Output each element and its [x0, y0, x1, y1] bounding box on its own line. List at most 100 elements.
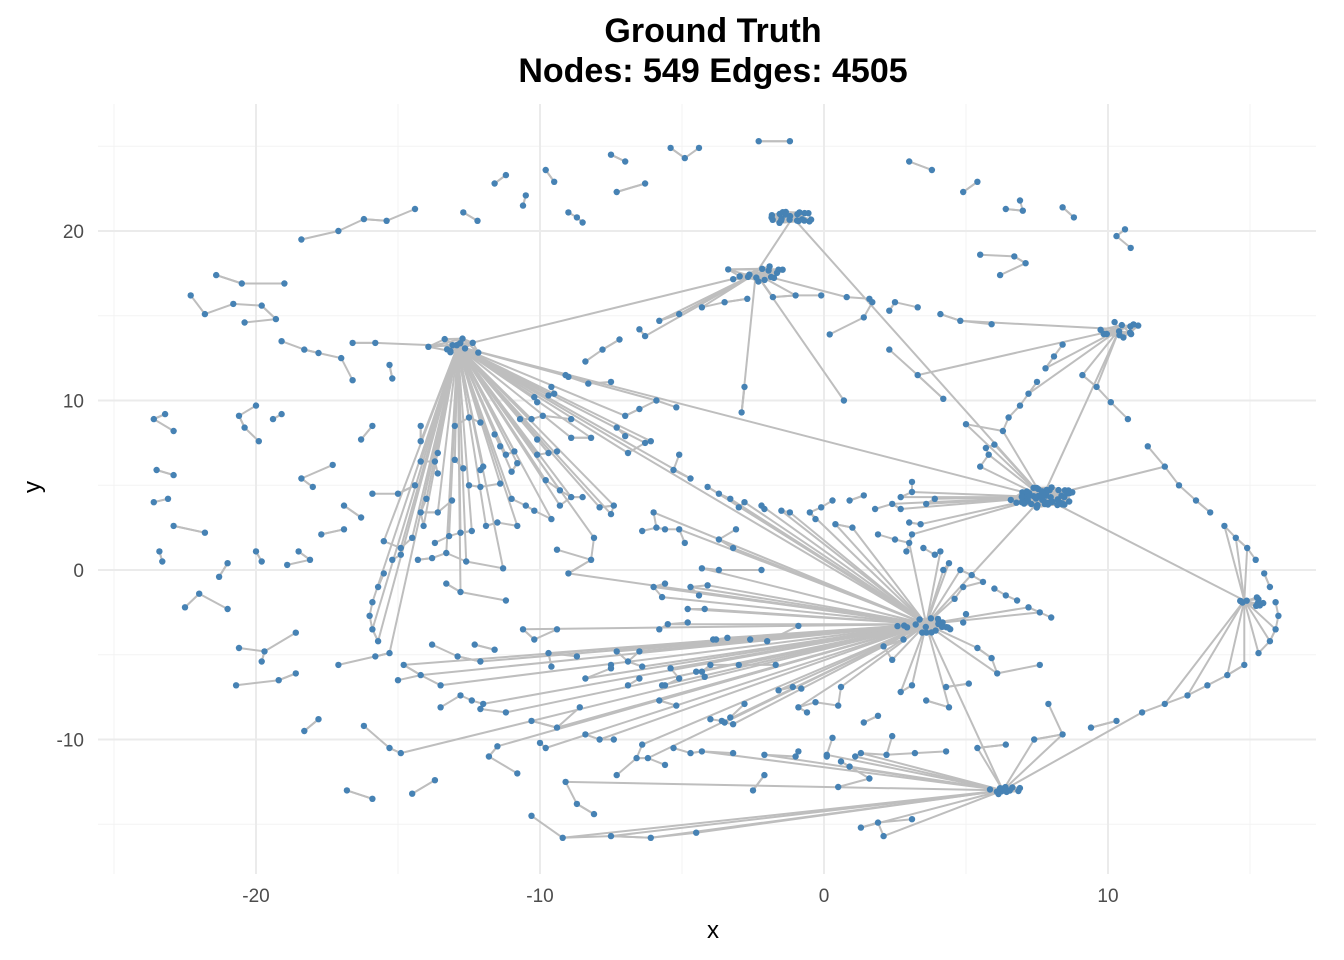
node [397, 749, 404, 757]
node [318, 531, 325, 538]
y-tick-label: 0 [73, 561, 84, 582]
edge [456, 345, 513, 500]
edge [403, 623, 927, 666]
node [170, 427, 177, 435]
edge [1002, 711, 1143, 792]
node [837, 683, 845, 691]
node [670, 466, 677, 474]
node [886, 346, 893, 353]
node [477, 658, 484, 665]
node [607, 510, 615, 518]
edge [397, 674, 421, 682]
node [156, 548, 163, 555]
edge [576, 803, 595, 815]
node [443, 580, 450, 587]
node [519, 202, 527, 209]
node [622, 158, 629, 165]
edge [533, 628, 558, 641]
edge [483, 623, 927, 705]
x-axis-title: x [707, 917, 719, 944]
x-tick-label: 0 [819, 886, 830, 907]
node [522, 192, 529, 199]
node [1002, 205, 1009, 213]
node [641, 332, 649, 340]
node [187, 292, 194, 299]
node [340, 526, 348, 533]
node [275, 677, 282, 684]
node [545, 449, 552, 457]
node [1261, 570, 1268, 577]
node [153, 466, 160, 474]
node [1266, 583, 1274, 591]
edge [281, 340, 305, 351]
node [573, 214, 581, 221]
node [860, 492, 867, 499]
node [1059, 731, 1066, 738]
edge [286, 558, 311, 566]
node [761, 505, 768, 513]
node [1013, 499, 1020, 506]
node [906, 519, 913, 526]
node [664, 621, 671, 628]
node [903, 548, 910, 555]
node [417, 458, 424, 465]
edge [650, 789, 1004, 839]
node [386, 744, 393, 752]
node [170, 471, 177, 479]
edge [556, 623, 927, 729]
node [647, 438, 654, 445]
edge [235, 679, 279, 687]
node [829, 734, 836, 741]
node [613, 771, 620, 779]
edge [457, 345, 626, 417]
node [900, 636, 907, 643]
node [451, 422, 458, 430]
node [1115, 328, 1123, 335]
node [238, 280, 245, 287]
node [1031, 736, 1038, 743]
node [431, 539, 439, 547]
edge [1178, 484, 1197, 502]
node [457, 692, 464, 699]
node [773, 269, 781, 276]
node [871, 505, 879, 513]
edge [997, 663, 1040, 675]
node [295, 548, 302, 555]
node [389, 375, 396, 382]
node [1039, 494, 1046, 501]
node [778, 507, 785, 514]
edge [940, 313, 961, 322]
node [880, 643, 887, 650]
edge [840, 623, 927, 688]
node [653, 524, 660, 531]
node [338, 354, 345, 362]
node [607, 832, 615, 840]
node [1066, 498, 1073, 505]
node [477, 483, 484, 491]
node [812, 699, 819, 706]
node [441, 335, 448, 343]
edge [301, 463, 334, 480]
node [1059, 341, 1066, 348]
node [1175, 482, 1183, 489]
node [548, 515, 555, 523]
node [818, 292, 825, 299]
node [585, 380, 592, 387]
node [676, 526, 683, 533]
node [718, 717, 725, 725]
edge [233, 302, 262, 307]
edge [568, 375, 589, 385]
edge [556, 706, 581, 729]
node [480, 463, 487, 470]
node [701, 673, 708, 680]
node [1232, 534, 1240, 541]
node [335, 227, 342, 235]
node [235, 412, 243, 419]
node [457, 588, 464, 596]
node [727, 495, 734, 502]
edge [886, 752, 915, 756]
node [798, 685, 805, 692]
edge [453, 346, 459, 460]
node [1113, 232, 1120, 240]
edge [456, 345, 612, 515]
